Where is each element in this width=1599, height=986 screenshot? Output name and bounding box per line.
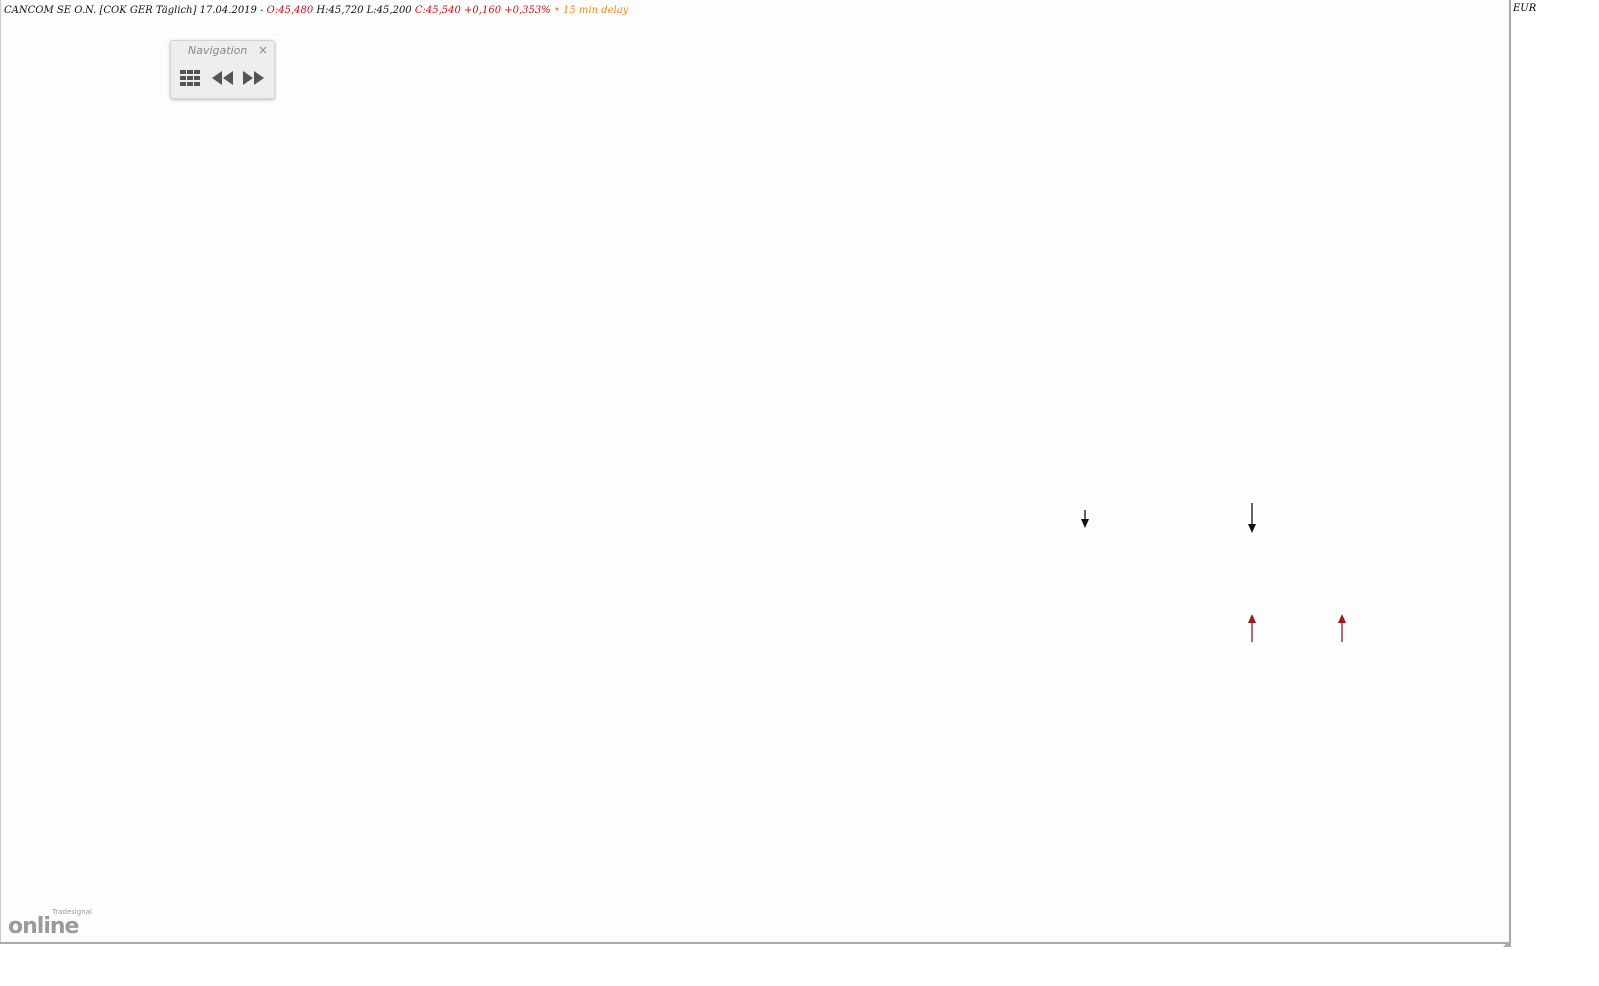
back-button[interactable] [212,71,233,85]
forward-button[interactable] [243,71,264,85]
delay: • 15 min delay [553,5,629,16]
logo-brand: Tradesignal [52,908,92,916]
open: O:45,480 [266,5,314,16]
arrows [1081,503,1346,642]
arrow-head [1338,614,1346,623]
grid-button[interactable] [180,70,200,86]
arrow-head [1081,519,1089,528]
nav-close[interactable]: × [257,43,268,57]
plot-area [0,0,1510,943]
symbol: CANCOM SE O.N. [COK GER Täglich] 17.04.2… [4,5,264,16]
logo-product: online [8,914,79,939]
header: CANCOM SE O.N. [COK GER Täglich] 17.04.2… [4,5,628,16]
arrow-head [1248,614,1256,623]
high-low: H:45,720 L:45,200 [316,5,412,16]
arrow-head [1248,524,1256,533]
navigation-panel[interactable]: Navigation × [170,40,275,99]
resize-corner [1503,939,1511,947]
close: C:45,540 +0,160 +0,353% [414,5,551,16]
nav-buttons [180,70,264,86]
currency-label: EUR [1512,3,1537,14]
nav-title: Navigation [188,44,248,57]
logo: Tradesignal online [8,908,92,938]
